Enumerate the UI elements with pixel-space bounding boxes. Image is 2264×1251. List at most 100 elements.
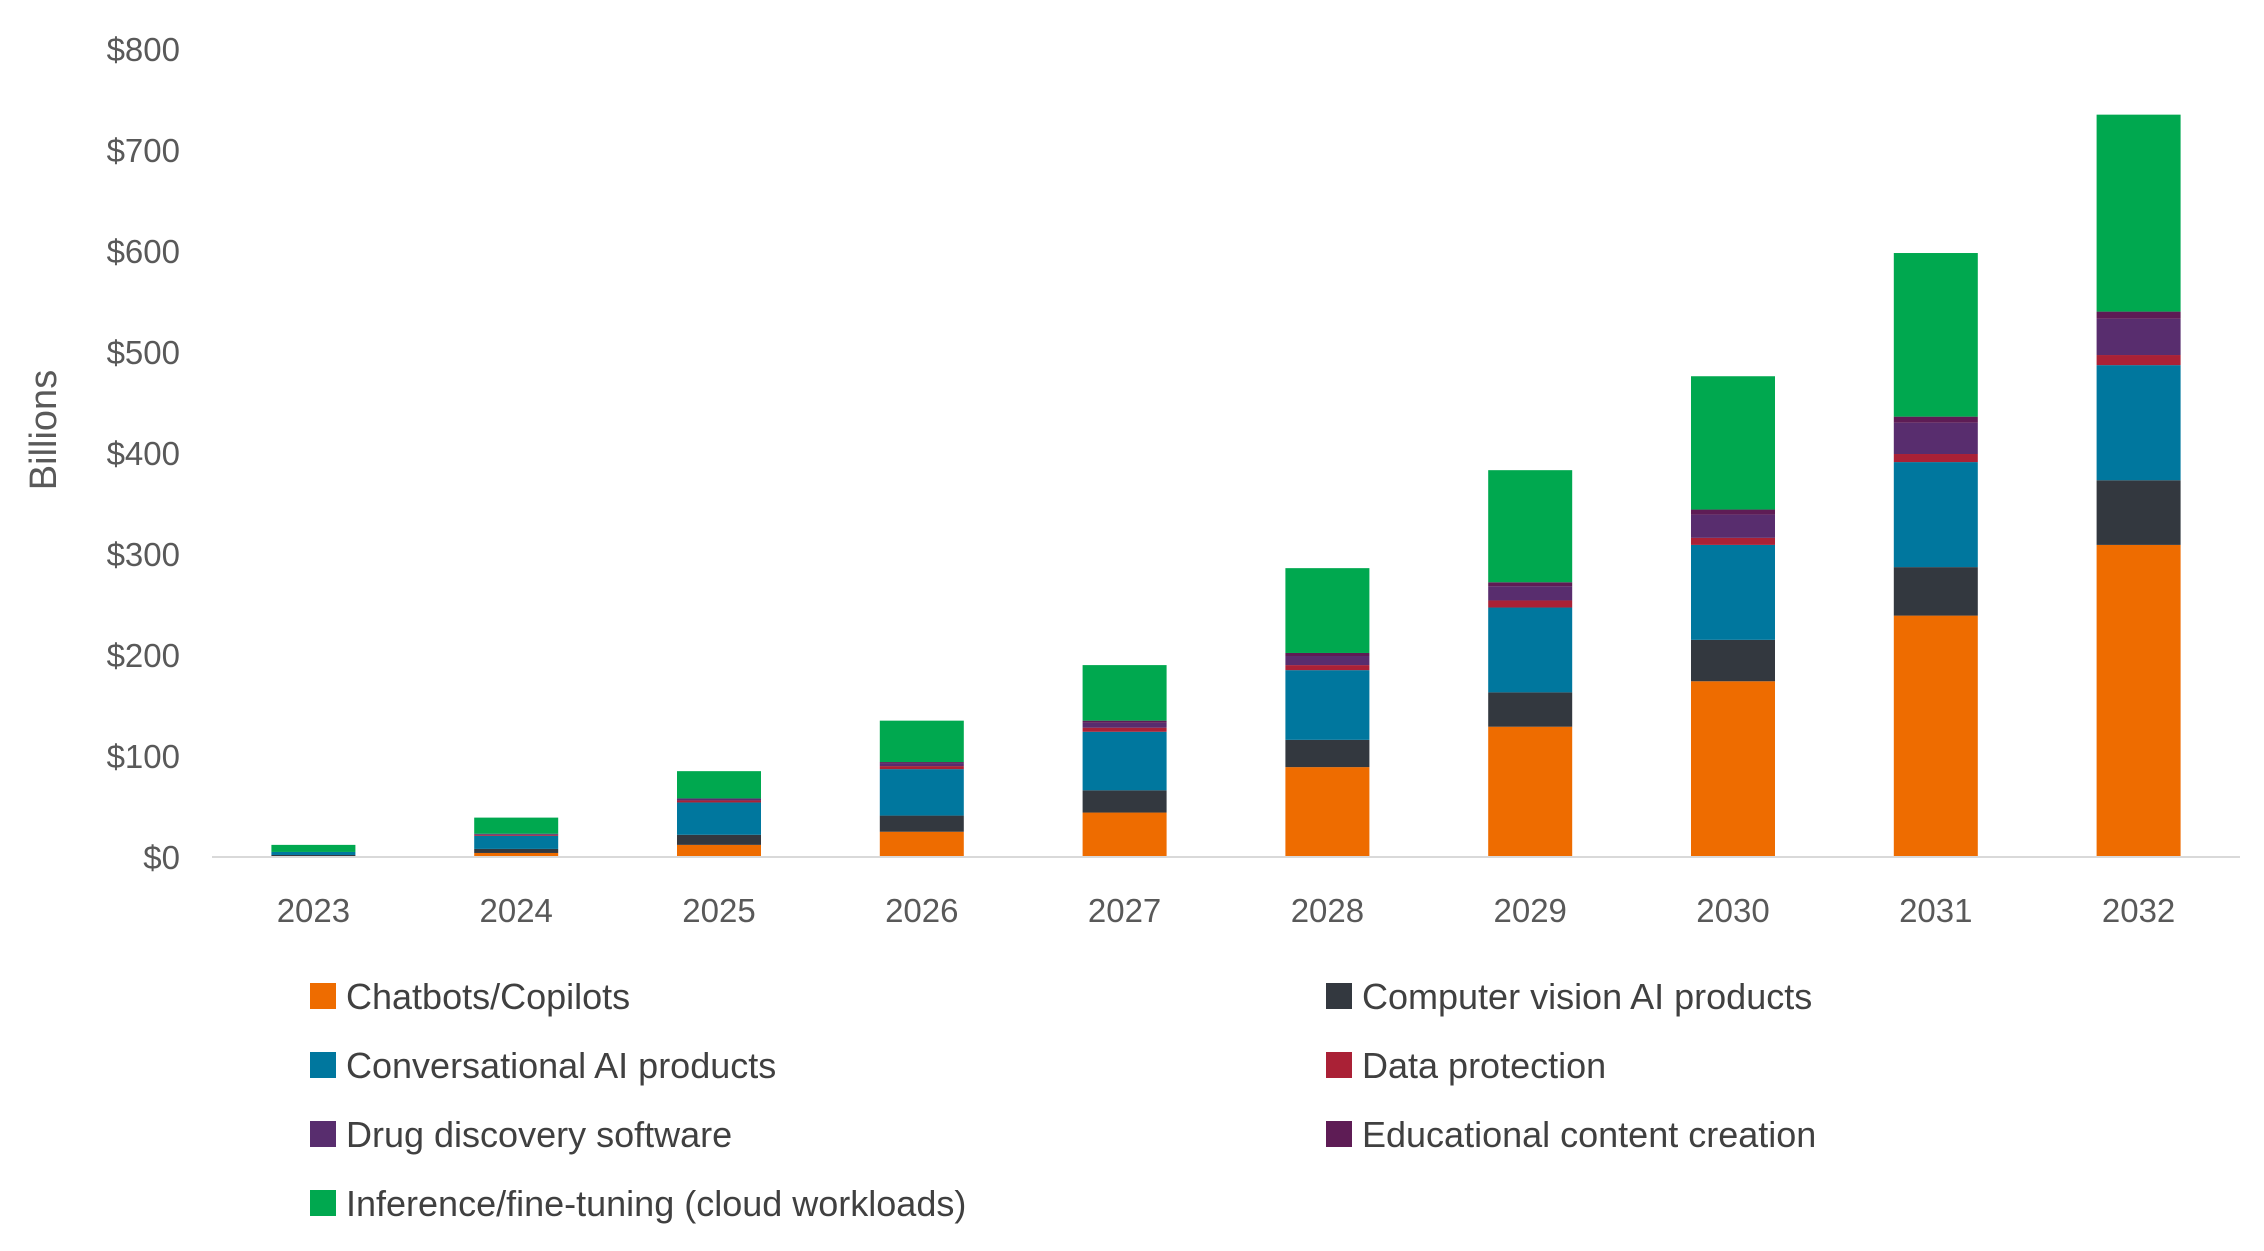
bar-segment (2096, 365, 2181, 481)
bar-segment (1082, 790, 1167, 813)
bar-segment (879, 831, 964, 857)
x-tick-label: 2030 (1696, 892, 1769, 929)
x-axis-tick-labels: 2023 2024 2025 2026 2027 2028 2029 2030 2031 2032 (277, 892, 2176, 929)
bar-segment (1082, 722, 1167, 728)
legend-label: Drug discovery software (346, 1114, 732, 1155)
bar-segment (1893, 253, 1978, 417)
bar-segment (1488, 586, 1573, 601)
bar-segment (677, 844, 761, 857)
bar-segment (474, 834, 559, 836)
bar-segment (879, 815, 964, 832)
x-tick-label: 2029 (1493, 892, 1566, 929)
y-tick-label: $800 (107, 31, 180, 68)
bar-segment (1488, 692, 1573, 727)
bar-segment (1082, 727, 1167, 732)
legend-label: Computer vision AI products (1362, 976, 1812, 1017)
bar-segment (1893, 454, 1978, 463)
x-tick-label: 2031 (1899, 892, 1972, 929)
y-tick-label: $100 (107, 738, 180, 775)
bar-segment (1488, 600, 1573, 608)
bar-segment (1285, 665, 1370, 671)
legend-swatch (310, 1121, 336, 1147)
legend-label: Inference/fine-tuning (cloud workloads) (346, 1183, 966, 1224)
bar-segment (271, 844, 356, 852)
x-tick-label: 2025 (682, 892, 755, 929)
x-tick-label: 2023 (277, 892, 350, 929)
y-tick-label: $500 (107, 334, 180, 371)
legend-label: Data protection (1362, 1045, 1606, 1086)
bar-segment (879, 766, 964, 770)
bar-segment (474, 833, 559, 835)
bar-segment (1285, 652, 1370, 657)
bar-segment (1691, 514, 1775, 538)
bar-segment (1691, 376, 1775, 510)
bar-segment (1691, 544, 1775, 640)
y-tick-label: $700 (107, 132, 180, 169)
x-tick-label: 2028 (1291, 892, 1364, 929)
x-tick-label: 2026 (885, 892, 958, 929)
bars (271, 114, 2181, 857)
bar-segment (271, 851, 356, 855)
bar-segment (1488, 582, 1573, 587)
bar-segment (677, 798, 761, 801)
bar-segment (1691, 639, 1775, 682)
bar-segment (1488, 726, 1573, 857)
bar-segment (677, 802, 761, 835)
y-tick-label: $400 (107, 435, 180, 472)
legend-label: Educational content creation (1362, 1114, 1816, 1155)
bar-segment (1691, 681, 1775, 857)
bar-segment (1082, 731, 1167, 791)
bar-segment (1488, 607, 1573, 693)
bar-segment (1691, 537, 1775, 545)
legend-swatch (310, 983, 336, 1009)
x-tick-label: 2024 (479, 892, 552, 929)
bar-segment (879, 762, 964, 764)
bar-segment (271, 854, 356, 856)
bar-segment (1285, 767, 1370, 857)
legend-label: Chatbots/Copilots (346, 976, 630, 1017)
bar-segment (1893, 422, 1978, 455)
legend-swatch (1326, 1121, 1352, 1147)
bar-segment (474, 817, 559, 834)
bar-segment (2096, 311, 2181, 319)
bar-segment (2096, 114, 2181, 312)
legend-swatch (310, 1190, 336, 1216)
y-tick-label: $0 (143, 839, 180, 876)
bar-segment (2096, 318, 2181, 356)
x-tick-label: 2032 (2102, 892, 2175, 929)
bar-segment (1893, 615, 1978, 857)
bar-segment (1285, 670, 1370, 740)
legend-label: Conversational AI products (346, 1045, 776, 1086)
bar-segment (677, 771, 761, 799)
legend: Chatbots/Copilots Computer vision AI prod… (310, 976, 1816, 1224)
bar-segment (1488, 470, 1573, 583)
bar-segment (879, 763, 964, 767)
legend-swatch (1326, 1052, 1352, 1078)
bar-segment (474, 835, 559, 849)
bar-segment (1893, 567, 1978, 616)
bar-segment (1082, 665, 1167, 721)
bar-segment (1082, 812, 1167, 857)
legend-swatch (1326, 983, 1352, 1009)
bar-segment (1893, 416, 1978, 423)
y-tick-label: $600 (107, 233, 180, 270)
bar-segment (1285, 568, 1370, 653)
x-tick-label: 2027 (1088, 892, 1161, 929)
bar-segment (1285, 739, 1370, 768)
y-tick-label: $200 (107, 637, 180, 674)
bar-segment (474, 848, 559, 853)
bar-segment (2096, 355, 2181, 366)
y-tick-label: $300 (107, 536, 180, 573)
bar-segment (474, 852, 559, 857)
bar-segment (879, 769, 964, 816)
bar-segment (2096, 544, 2181, 857)
bar-segment (2096, 480, 2181, 545)
bar-segment (879, 720, 964, 763)
y-axis-title: Billions (23, 370, 65, 490)
bar-segment (677, 834, 761, 845)
bar-segment (1285, 656, 1370, 666)
bar-segment (1082, 720, 1167, 723)
bar-segment (677, 800, 761, 803)
y-axis-tick-labels: $0 $100 $200 $300 $400 $500 $600 $700 $800 (107, 31, 180, 876)
